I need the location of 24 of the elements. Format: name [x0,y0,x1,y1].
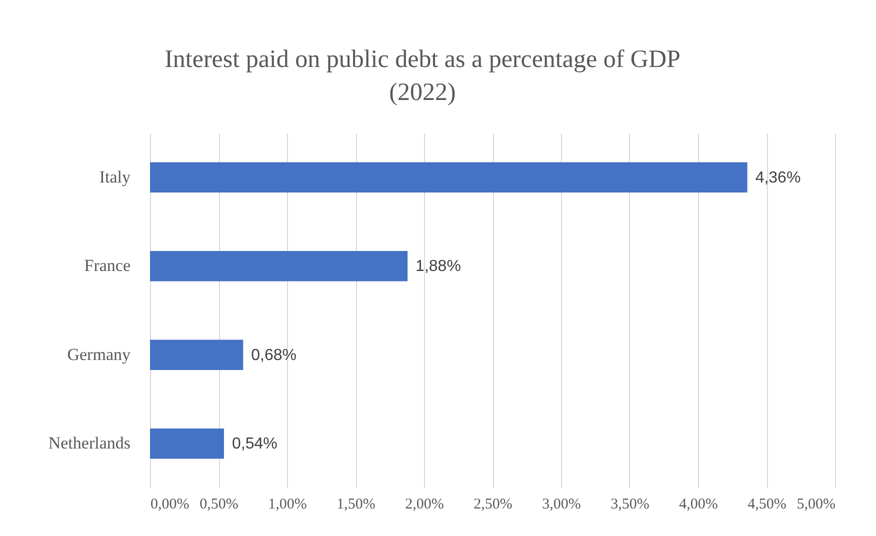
x-tick-label: 5,00% [796,496,836,512]
x-tick-label: 1,50% [336,496,376,512]
x-tick-label: 0,50% [200,496,238,512]
bar [150,251,408,282]
x-tick-label: 4,50% [748,496,786,512]
x-tick-label: 2,50% [474,496,512,512]
x-tick-label: 4,00% [679,496,718,512]
y-tick-label: Germany [67,344,131,364]
x-tick-label: 3,00% [542,496,581,512]
data-label: 4,36% [755,169,801,186]
data-label: 0,54% [232,436,278,453]
y-tick-label: France [84,256,130,276]
x-tick-label: 1,00% [268,496,307,512]
y-tick-label: Netherlands [48,434,130,453]
data-label: 1,88% [416,258,461,276]
chart-title: Interest paid on public debt as a percentage of GDP (2022) [164,46,680,106]
bar [150,428,224,459]
x-tick-label: 3,50% [610,496,650,512]
data-label: 0,68% [251,346,297,364]
bar [150,340,244,370]
x-tick-label: 0,00% [150,496,190,512]
bar [150,162,748,192]
x-tick-label: 2,00% [405,496,444,512]
y-tick-label: Italy [99,167,131,186]
